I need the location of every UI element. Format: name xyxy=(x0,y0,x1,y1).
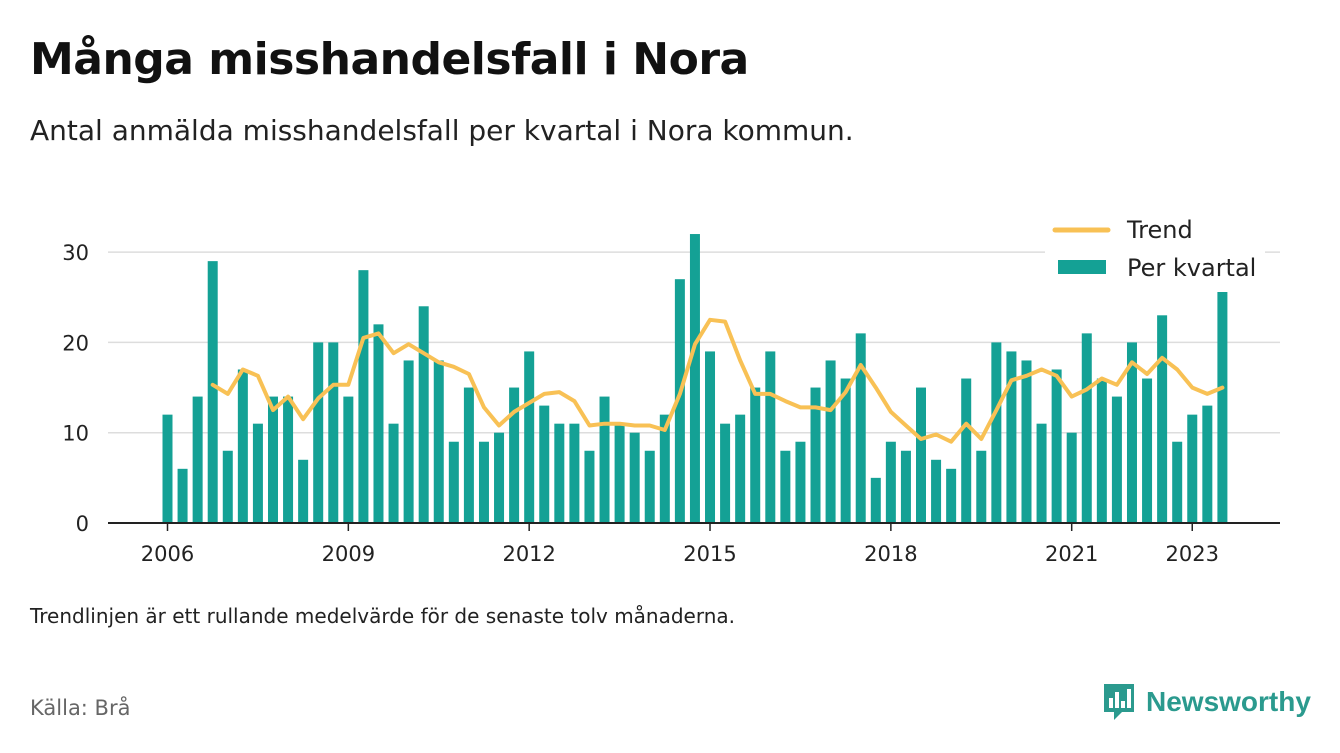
y-tick-label: 0 xyxy=(76,512,89,536)
bar xyxy=(1066,432,1077,523)
bar xyxy=(509,387,520,523)
bar xyxy=(946,468,957,523)
y-tick-label: 10 xyxy=(62,422,89,446)
bar xyxy=(1096,378,1107,523)
bar xyxy=(629,432,640,523)
bar xyxy=(614,423,625,523)
bar xyxy=(237,369,248,523)
bar xyxy=(192,396,203,523)
bar xyxy=(659,414,670,523)
bar xyxy=(810,387,821,523)
bar xyxy=(207,261,218,523)
bar xyxy=(343,396,354,523)
bar xyxy=(539,405,550,523)
bar xyxy=(961,378,972,523)
legend: Trend Per kvartal xyxy=(1045,208,1265,292)
x-tick-label: 2021 xyxy=(1045,542,1098,566)
bar xyxy=(976,450,987,523)
chart-title: Många misshandelsfall i Nora xyxy=(30,34,749,85)
bar xyxy=(795,441,806,523)
bar xyxy=(885,441,896,523)
bar xyxy=(1142,378,1153,523)
bar xyxy=(916,387,926,523)
bar xyxy=(1126,342,1137,523)
chart-note: Trendlinjen är ett rullande medelvärde f… xyxy=(30,604,736,628)
bar xyxy=(177,468,188,523)
bar xyxy=(825,360,836,523)
bar xyxy=(358,270,369,523)
bar xyxy=(870,477,881,523)
x-tick-label: 2015 xyxy=(683,542,736,566)
bar-series xyxy=(162,234,1228,524)
bar xyxy=(1111,396,1122,523)
bar xyxy=(780,450,791,523)
x-tick-label: 2023 xyxy=(1166,542,1219,566)
bar xyxy=(373,324,384,523)
bar xyxy=(1202,405,1213,523)
bar xyxy=(991,342,1002,523)
bar xyxy=(1157,315,1168,523)
bar xyxy=(418,306,429,523)
bar xyxy=(433,360,444,523)
bar xyxy=(644,450,655,523)
bar xyxy=(689,234,700,524)
bar xyxy=(222,450,233,523)
bar xyxy=(1172,441,1183,523)
bar xyxy=(1021,360,1032,523)
brand-name: Newsworthy xyxy=(1146,686,1311,717)
bar xyxy=(283,396,294,523)
bar xyxy=(765,351,776,523)
bar xyxy=(162,414,173,523)
chart-subtitle: Antal anmälda misshandelsfall per kvarta… xyxy=(30,114,854,147)
y-tick-labels: 0 10 20 30 xyxy=(62,241,89,536)
x-tick-label: 2006 xyxy=(141,542,194,566)
trend-line xyxy=(210,317,1225,444)
bar xyxy=(298,459,309,523)
x-tick-label: 2018 xyxy=(864,542,917,566)
legend-background xyxy=(1045,208,1265,292)
x-tick-label: 2009 xyxy=(322,542,375,566)
bar xyxy=(1187,414,1198,523)
bar xyxy=(584,450,595,523)
chart: 0 10 20 30 2006 2009 2012 2015 2018 2021 2023 Tre… xyxy=(62,208,1280,566)
bar xyxy=(478,441,489,523)
bar xyxy=(463,387,474,523)
bar xyxy=(388,423,399,523)
bar xyxy=(900,450,911,523)
bar xyxy=(1036,423,1047,523)
bar xyxy=(554,423,565,523)
bar xyxy=(403,360,414,523)
y-tick-label: 30 xyxy=(62,241,89,265)
bar xyxy=(855,333,866,523)
source-label: Källa: Brå xyxy=(30,696,131,720)
bar xyxy=(252,423,263,523)
bar xyxy=(1081,333,1092,523)
bar xyxy=(1217,288,1228,523)
bar xyxy=(705,351,716,523)
bar xyxy=(313,342,324,523)
bar xyxy=(750,387,761,523)
bar xyxy=(328,342,339,523)
legend-trend-label: Trend xyxy=(1126,216,1193,244)
bar xyxy=(494,432,505,523)
bar xyxy=(267,396,278,523)
bar xyxy=(720,423,731,523)
y-tick-label: 20 xyxy=(62,331,89,355)
bar xyxy=(599,396,610,523)
bar xyxy=(1051,369,1062,523)
x-tick-label: 2012 xyxy=(502,542,555,566)
bar xyxy=(840,378,851,523)
bar xyxy=(569,423,580,523)
bar xyxy=(931,459,942,523)
bar xyxy=(524,351,535,523)
bar xyxy=(1006,351,1017,523)
bar xyxy=(448,441,459,523)
legend-bar-label: Per kvartal xyxy=(1127,254,1256,282)
bar xyxy=(674,279,685,523)
legend-bar-swatch xyxy=(1058,260,1106,274)
bar xyxy=(735,414,746,523)
x-tick-labels: 2006 2009 2012 2015 2018 2021 2023 xyxy=(141,523,1219,566)
newsworthy-logo-icon xyxy=(1104,684,1134,720)
brand-logo[interactable]: Newsworthy xyxy=(1102,680,1311,724)
